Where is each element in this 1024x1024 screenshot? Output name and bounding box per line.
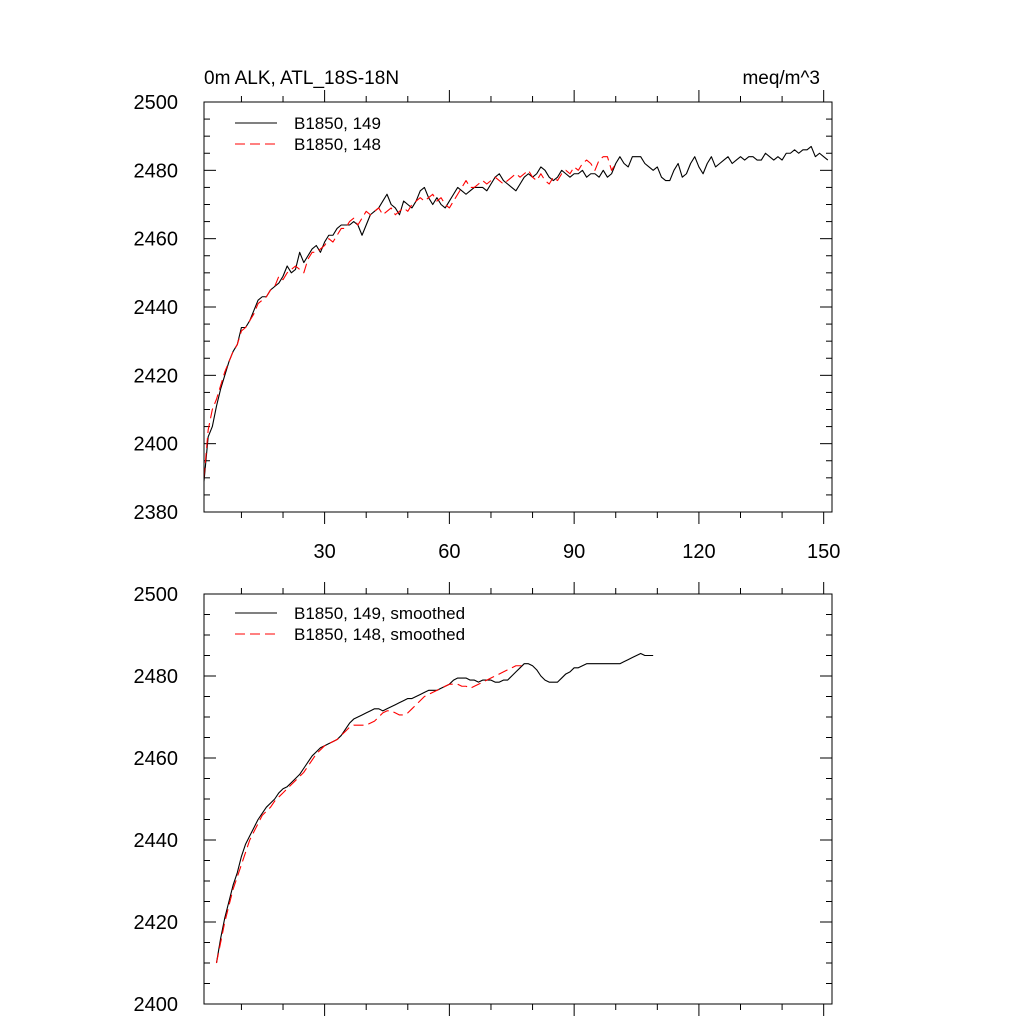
x-tick-label: 120	[682, 541, 715, 563]
y-tick-label: 2420	[134, 365, 179, 387]
y-tick-label: 2420	[134, 912, 179, 934]
series-line-1	[203, 156, 617, 478]
bottom-panel-legend: B1850, 149, smoothed B1850, 148, smoothe…	[235, 604, 465, 644]
x-tick-label: 90	[563, 541, 585, 563]
legend-label-148-smoothed: B1850, 148, smoothed	[294, 625, 465, 644]
legend-label-149-smoothed: B1850, 149, smoothed	[294, 604, 465, 623]
x-tick-label: 30	[313, 541, 335, 563]
series-line-0	[215, 652, 654, 964]
top-panel-frame	[203, 101, 833, 513]
top-panel-tick-labels: 2380 2400 2420 2440 2460 2480 2500 30 60 90 120 150	[134, 92, 841, 563]
y-tick-label: 2440	[134, 297, 179, 319]
bottom-panel-frame	[203, 593, 833, 1005]
y-tick-label: 2500	[134, 584, 179, 606]
y-tick-label: 2500	[134, 92, 179, 114]
legend-label-149: B1850, 149	[294, 114, 381, 133]
top-panel-ticks	[204, 90, 832, 524]
top-panel-legend: B1850, 149 B1850, 148	[235, 114, 381, 154]
y-tick-label: 2440	[134, 830, 179, 852]
series-line-1	[215, 665, 525, 964]
top-panel-units: meq/m^3	[742, 68, 820, 89]
x-tick-label: 60	[438, 541, 460, 563]
bottom-panel-ticks	[204, 582, 832, 1016]
top-panel: 0m ALK, ATL_18S-18N meq/m^3 2380 2400 2420…	[134, 68, 841, 563]
y-tick-label: 2460	[134, 748, 179, 770]
y-tick-label: 2380	[134, 502, 179, 524]
top-panel-title: 0m ALK, ATL_18S-18N	[204, 68, 399, 89]
bottom-panel-series	[215, 652, 654, 964]
y-tick-label: 2400	[134, 434, 179, 456]
bottom-panel-tick-labels: 2400 2420 2440 2460 2480 2500	[134, 584, 179, 1016]
y-tick-label: 2480	[134, 160, 179, 182]
bottom-panel: 2400 2420 2440 2460 2480 2500 B1850, 149, smo…	[134, 582, 833, 1016]
top-panel-series	[203, 145, 829, 482]
x-tick-label: 150	[807, 541, 840, 563]
y-tick-label: 2400	[134, 994, 179, 1016]
y-tick-label: 2480	[134, 666, 179, 688]
y-tick-label: 2460	[134, 229, 179, 251]
series-line-0	[203, 145, 829, 482]
legend-label-148: B1850, 148	[294, 135, 381, 154]
